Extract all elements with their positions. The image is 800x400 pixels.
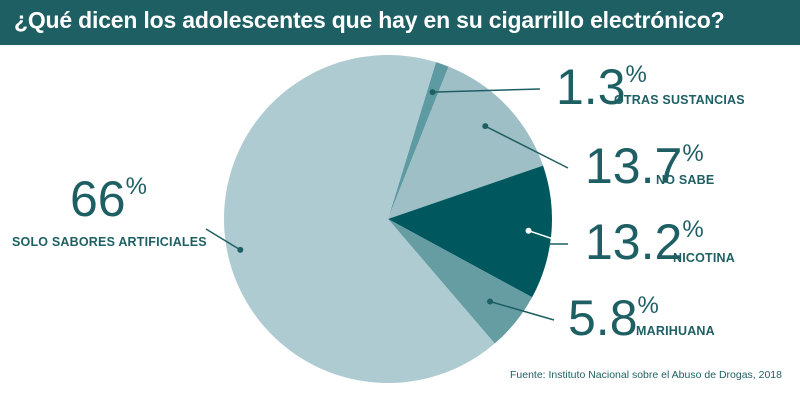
leader-dot (525, 227, 532, 234)
leader-line (484, 125, 569, 169)
pie-category-label: SOLO SABORES ARTIFICIALES (12, 235, 207, 249)
title-bar: ¿Qué dicen los adolescentes que hay en s… (0, 0, 800, 45)
leader-dot (482, 123, 489, 130)
pie-category-label: NICOTINA (673, 251, 735, 265)
pie-slice-no-sabe (388, 66, 544, 219)
leader-dot (429, 89, 436, 96)
source-note: Fuente: Instituto Nacional sobre el Abus… (509, 369, 782, 381)
chart-title: ¿Qué dicen los adolescentes que hay en s… (14, 7, 725, 33)
pie-slice-marihuana (388, 219, 533, 344)
pie-slices (224, 54, 552, 383)
pie-value-label: 13.7% (585, 138, 704, 194)
pie-value-label: 66% (70, 171, 147, 227)
pie-slice-solo-sabores-artificiales (224, 54, 495, 383)
leader-dot (487, 298, 494, 305)
pie-slice-nicotina (388, 165, 552, 298)
leader-line (528, 229, 569, 245)
leader-line (205, 228, 241, 251)
pie-category-label: OTRAS SUSTANCIAS (614, 93, 745, 107)
pie-category-label: NO SABE (656, 173, 714, 187)
pie-slice-otras-sustancias (388, 62, 449, 220)
pie-category-label: MARIHUANA (636, 324, 715, 338)
leader-line (489, 300, 555, 321)
leader-line (432, 88, 541, 93)
leader-dot (237, 246, 244, 253)
